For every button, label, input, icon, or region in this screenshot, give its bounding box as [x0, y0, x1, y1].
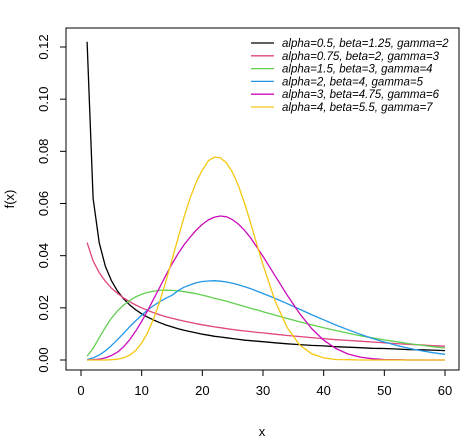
y-axis: 0.00 0.02 0.04 0.06 0.08 0.10 0.12 [36, 34, 67, 373]
series-line [86, 41, 446, 352]
legend-label: alpha=0.5, beta=1.25, gamma=2 [282, 38, 449, 50]
x-tick-label: 60 [438, 383, 452, 398]
series-lines [86, 41, 446, 361]
x-tick-label: 20 [195, 383, 209, 398]
x-tick-label: 10 [134, 383, 148, 398]
x-tick-label: 40 [316, 383, 330, 398]
legend-label: alpha=0.75, beta=2, gamma=3 [282, 51, 440, 63]
series-line [86, 289, 446, 357]
series-line [86, 280, 446, 361]
y-tick-label: 0.02 [36, 295, 51, 320]
x-tick-label: 0 [77, 383, 84, 398]
y-axis-label: f(x) [2, 190, 17, 209]
series-line [87, 215, 445, 361]
legend-label: alpha=3, beta=4.75, gamma=6 [282, 89, 440, 101]
series-line [87, 156, 445, 361]
legend-label: alpha=4, beta=5.5, gamma=7 [282, 102, 433, 114]
y-tick-label: 0.08 [36, 139, 51, 164]
x-tick-label: 30 [256, 383, 270, 398]
x-tick-label: 50 [377, 383, 391, 398]
legend: alpha=0.5, beta=1.25, gamma=2alpha=0.75,… [251, 38, 449, 114]
y-tick-label: 0.12 [36, 34, 51, 59]
y-tick-label: 0.00 [36, 347, 51, 372]
y-tick-label: 0.10 [36, 87, 51, 112]
legend-label: alpha=2, beta=4, gamma=5 [282, 76, 424, 88]
y-tick-label: 0.04 [36, 243, 51, 268]
series-line [86, 242, 446, 347]
legend-label: alpha=1.5, beta=3, gamma=4 [282, 64, 433, 76]
x-axis: 0 10 20 30 40 50 60 [77, 369, 452, 398]
x-axis-label: x [259, 424, 266, 439]
y-tick-label: 0.06 [36, 191, 51, 216]
